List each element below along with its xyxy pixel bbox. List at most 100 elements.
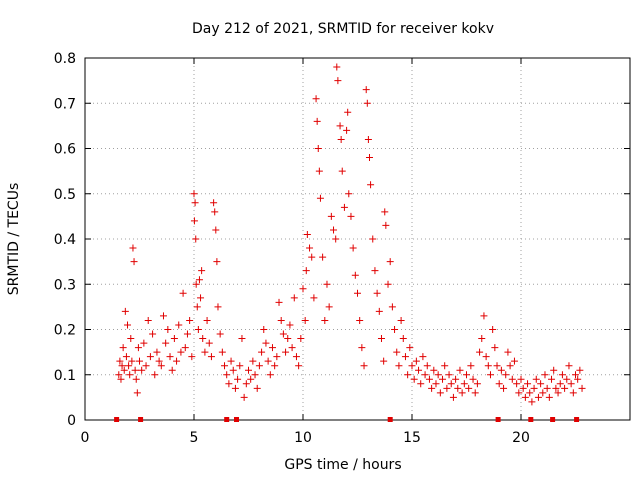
baseline-marker — [528, 417, 534, 422]
data-point — [436, 389, 444, 397]
data-point — [327, 212, 335, 220]
data-point — [179, 289, 187, 297]
data-point — [122, 353, 130, 361]
data-point — [251, 371, 259, 379]
data-point — [310, 294, 318, 302]
data-point — [190, 190, 198, 198]
data-point — [130, 258, 138, 266]
data-point — [242, 380, 250, 388]
data-point — [425, 375, 433, 383]
data-point — [247, 375, 255, 383]
data-point — [493, 362, 501, 370]
data-point — [406, 344, 414, 352]
data-point — [382, 221, 390, 229]
data-point — [467, 362, 475, 370]
data-point — [367, 181, 375, 189]
data-point — [338, 167, 346, 175]
data-point — [315, 167, 323, 175]
data-point — [199, 335, 207, 343]
data-point — [136, 357, 143, 365]
data-point — [530, 384, 538, 392]
data-point — [231, 384, 239, 392]
data-point — [486, 371, 494, 379]
data-point — [142, 362, 150, 370]
data-point — [255, 362, 263, 370]
data-point — [321, 316, 329, 324]
y-tick-label: 0.4 — [54, 232, 76, 248]
data-point — [365, 154, 373, 162]
data-point — [541, 371, 549, 379]
data-point — [373, 289, 381, 297]
data-point — [216, 330, 224, 338]
data-point — [166, 353, 174, 361]
data-point — [323, 280, 331, 288]
data-point — [303, 230, 311, 238]
data-point — [190, 217, 198, 225]
data-point — [134, 344, 142, 352]
data-point — [168, 366, 176, 374]
data-point — [225, 380, 233, 388]
data-point — [410, 375, 418, 383]
data-point — [262, 339, 270, 347]
data-point — [397, 316, 405, 324]
data-point — [517, 375, 525, 383]
x-tick-label: 20 — [512, 430, 530, 446]
data-point — [240, 393, 248, 401]
y-tick-label: 0.2 — [54, 323, 76, 339]
data-point — [456, 366, 464, 374]
data-point — [419, 353, 427, 361]
data-point — [561, 384, 569, 392]
data-point — [238, 335, 246, 343]
data-point — [550, 366, 558, 374]
data-point — [325, 303, 333, 311]
data-point — [340, 203, 348, 211]
data-point — [127, 335, 135, 343]
data-point — [417, 380, 425, 388]
data-point — [476, 348, 484, 356]
data-point — [532, 375, 540, 383]
data-point — [495, 380, 503, 388]
data-point — [213, 258, 221, 266]
data-point — [537, 380, 545, 388]
data-point — [207, 353, 215, 361]
data-point — [445, 371, 453, 379]
data-point — [297, 335, 305, 343]
data-point — [125, 362, 133, 370]
data-point — [441, 362, 449, 370]
data-point — [423, 362, 431, 370]
data-point — [118, 362, 126, 370]
data-point — [116, 357, 124, 365]
data-point — [266, 371, 274, 379]
data-point — [192, 235, 200, 243]
data-point — [120, 366, 128, 374]
data-point — [428, 384, 436, 392]
data-point — [556, 380, 564, 388]
baseline-marker — [387, 417, 393, 422]
data-point — [344, 108, 352, 116]
data-point — [140, 339, 148, 347]
baseline-marker — [550, 417, 556, 422]
y-axis-label: SRMTID / TECUs — [6, 183, 22, 296]
y-tick-label: 0.8 — [54, 51, 76, 67]
data-point — [211, 208, 219, 216]
data-point — [214, 303, 222, 311]
data-point — [478, 335, 486, 343]
data-point — [205, 339, 213, 347]
data-point — [282, 348, 290, 356]
data-point — [131, 366, 139, 374]
data-point — [471, 389, 479, 397]
data-point — [129, 244, 137, 252]
data-point — [408, 362, 416, 370]
data-point — [576, 366, 584, 374]
data-point — [314, 145, 322, 152]
data-point — [519, 384, 527, 392]
data-point — [545, 393, 553, 401]
data-point — [181, 344, 189, 352]
data-point — [563, 375, 571, 383]
data-point — [279, 330, 287, 338]
data-point — [454, 384, 462, 392]
data-point — [192, 280, 200, 288]
data-point — [132, 375, 140, 383]
data-point — [164, 326, 172, 333]
data-point — [449, 393, 457, 401]
